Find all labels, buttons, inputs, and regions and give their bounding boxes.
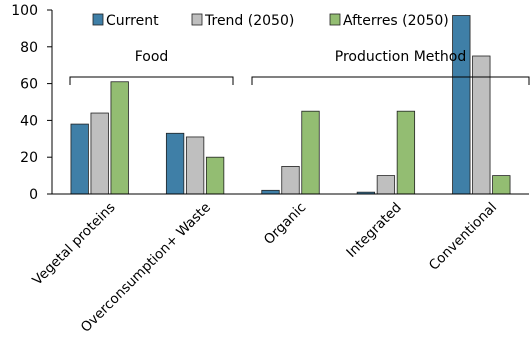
y-tick-label: 60 bbox=[20, 77, 38, 93]
bar bbox=[110, 81, 129, 195]
y-tick-label: 20 bbox=[20, 150, 38, 166]
bar bbox=[452, 15, 471, 195]
legend-label: Current bbox=[106, 13, 159, 29]
bar bbox=[261, 189, 280, 195]
legend-swatch bbox=[92, 13, 104, 26]
bar bbox=[281, 165, 300, 195]
y-tick-label: 40 bbox=[20, 113, 38, 129]
group-bracket bbox=[69, 76, 234, 85]
bar bbox=[205, 156, 225, 195]
bar bbox=[70, 123, 89, 195]
legend-swatch bbox=[191, 13, 203, 26]
category-groups: Food Production Method bbox=[69, 49, 530, 85]
group-label: Production Method bbox=[335, 49, 466, 65]
group-bracket bbox=[251, 76, 530, 85]
bar bbox=[90, 112, 109, 195]
bar bbox=[165, 132, 185, 195]
y-tick-label: 0 bbox=[29, 187, 38, 203]
bar bbox=[376, 175, 396, 195]
group-label: Food bbox=[135, 49, 169, 65]
y-tick-label: 100 bbox=[11, 3, 38, 19]
bar bbox=[492, 175, 511, 195]
x-tick-label: Conventional bbox=[426, 200, 500, 274]
legend-swatch bbox=[329, 13, 341, 26]
legend: Current Trend (2050) Afterres (2050) bbox=[92, 13, 449, 29]
bar bbox=[185, 136, 205, 195]
bar bbox=[396, 110, 416, 195]
bars-layer bbox=[70, 15, 511, 195]
y-ticks: 0 20 40 60 80 100 bbox=[11, 3, 52, 203]
legend-label: Afterres (2050) bbox=[343, 13, 449, 29]
y-tick-label: 80 bbox=[20, 40, 38, 56]
legend-label: Trend (2050) bbox=[204, 13, 294, 29]
x-tick-label: Integrated bbox=[343, 200, 404, 261]
bar bbox=[301, 110, 320, 195]
x-tick-label: Organic bbox=[261, 200, 309, 248]
x-tick-label: Vegetal proteins bbox=[29, 200, 118, 289]
